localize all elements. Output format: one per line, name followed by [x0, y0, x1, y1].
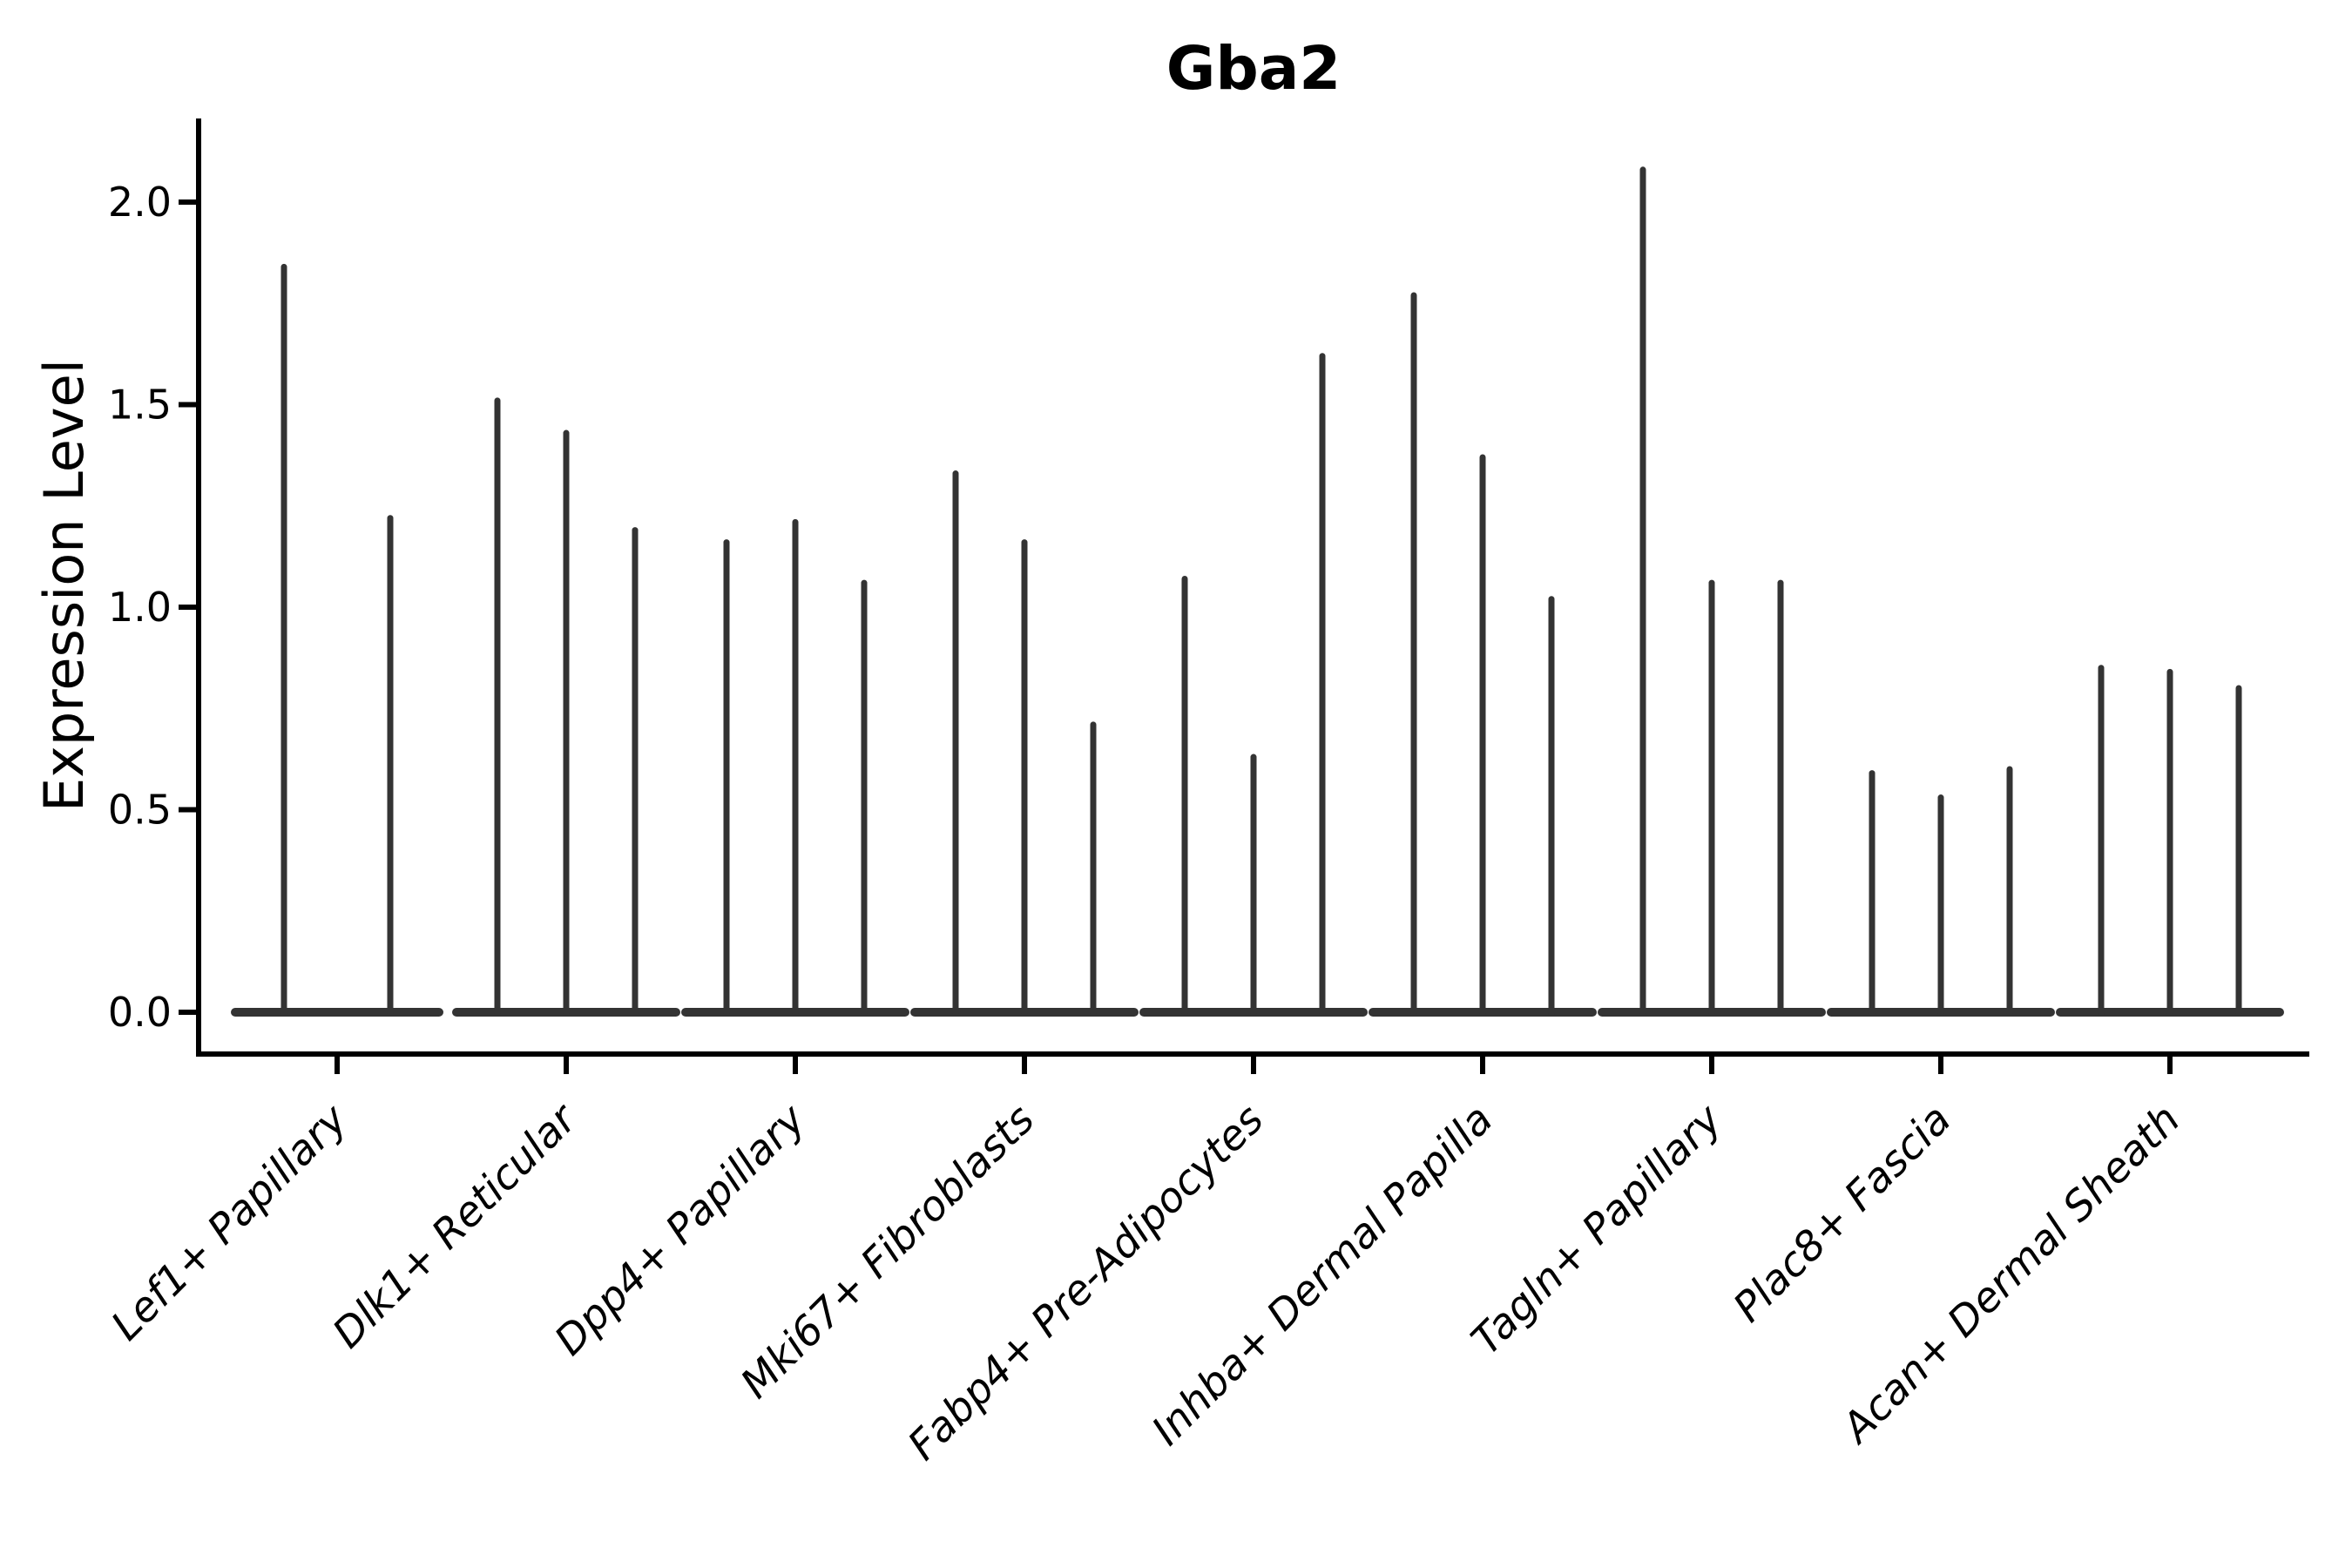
violin-group — [231, 263, 443, 1017]
y-tick-label: 1.0 — [108, 584, 172, 631]
violin-group — [1369, 292, 1597, 1017]
chart-title: Gba2 — [1166, 34, 1342, 104]
violin-group — [2056, 665, 2284, 1017]
violin-group — [1827, 766, 2055, 1017]
y-tick-label: 2.0 — [108, 179, 172, 226]
violin-group — [452, 397, 680, 1017]
y-tick-label: 0.5 — [108, 787, 172, 834]
y-tick-label: 0.0 — [108, 989, 172, 1036]
violin-group — [1598, 166, 1826, 1017]
y-axis-ticks: 0.0 0.5 1.0 1.5 2.0 — [108, 179, 196, 1036]
violin-group — [910, 470, 1139, 1017]
violins-layer — [231, 166, 2284, 1017]
y-tick-label: 1.5 — [108, 382, 172, 429]
y-axis-label: Expression Level — [32, 359, 96, 812]
violin-group — [681, 518, 909, 1017]
violin-group — [1139, 353, 1368, 1017]
